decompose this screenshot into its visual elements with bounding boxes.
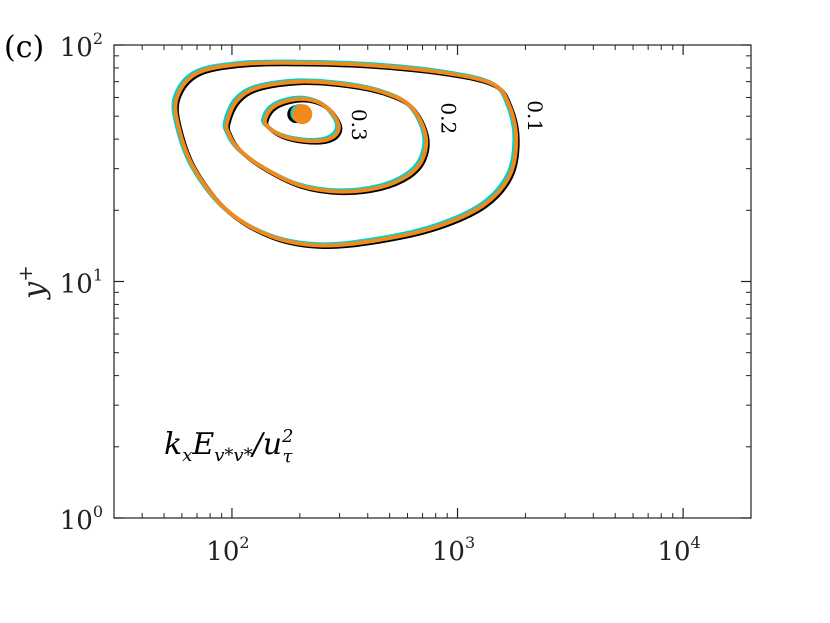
x-tick-labels: 102 103 104: [206, 533, 700, 567]
y-tick-label: 102: [60, 29, 103, 63]
contour-line-0.1: [173, 60, 519, 248]
contour-line-0.1: [174, 62, 520, 250]
contour-line-0.2: [224, 79, 429, 194]
panel-label: (c): [4, 30, 44, 65]
contour-line-0.3: [262, 96, 341, 144]
spectrum-annotation: kxEv*v*/u2 τ: [164, 426, 293, 467]
y-tick-label: 100: [60, 502, 103, 536]
contour-level-labels: 0.1 0.2 0.3: [347, 100, 547, 140]
x-tick-label: 104: [657, 533, 700, 567]
x-tick-label: 103: [432, 533, 475, 567]
y-tick-labels: 100 101 102: [60, 29, 103, 536]
contour-lines: [171, 59, 520, 250]
x-tick-label: 102: [206, 533, 249, 567]
y-tick-label: 101: [60, 266, 103, 300]
contour-level-label: 0.1: [523, 100, 547, 132]
major-ticks: [114, 44, 751, 519]
minor-ticks: [113, 45, 752, 518]
peak-marker: [287, 104, 313, 125]
contour-level-label: 0.3: [347, 109, 371, 141]
contour-level-label: 0.2: [437, 102, 461, 134]
peak-dot-orange: [292, 104, 313, 125]
y-axis-label: y+: [13, 265, 52, 301]
